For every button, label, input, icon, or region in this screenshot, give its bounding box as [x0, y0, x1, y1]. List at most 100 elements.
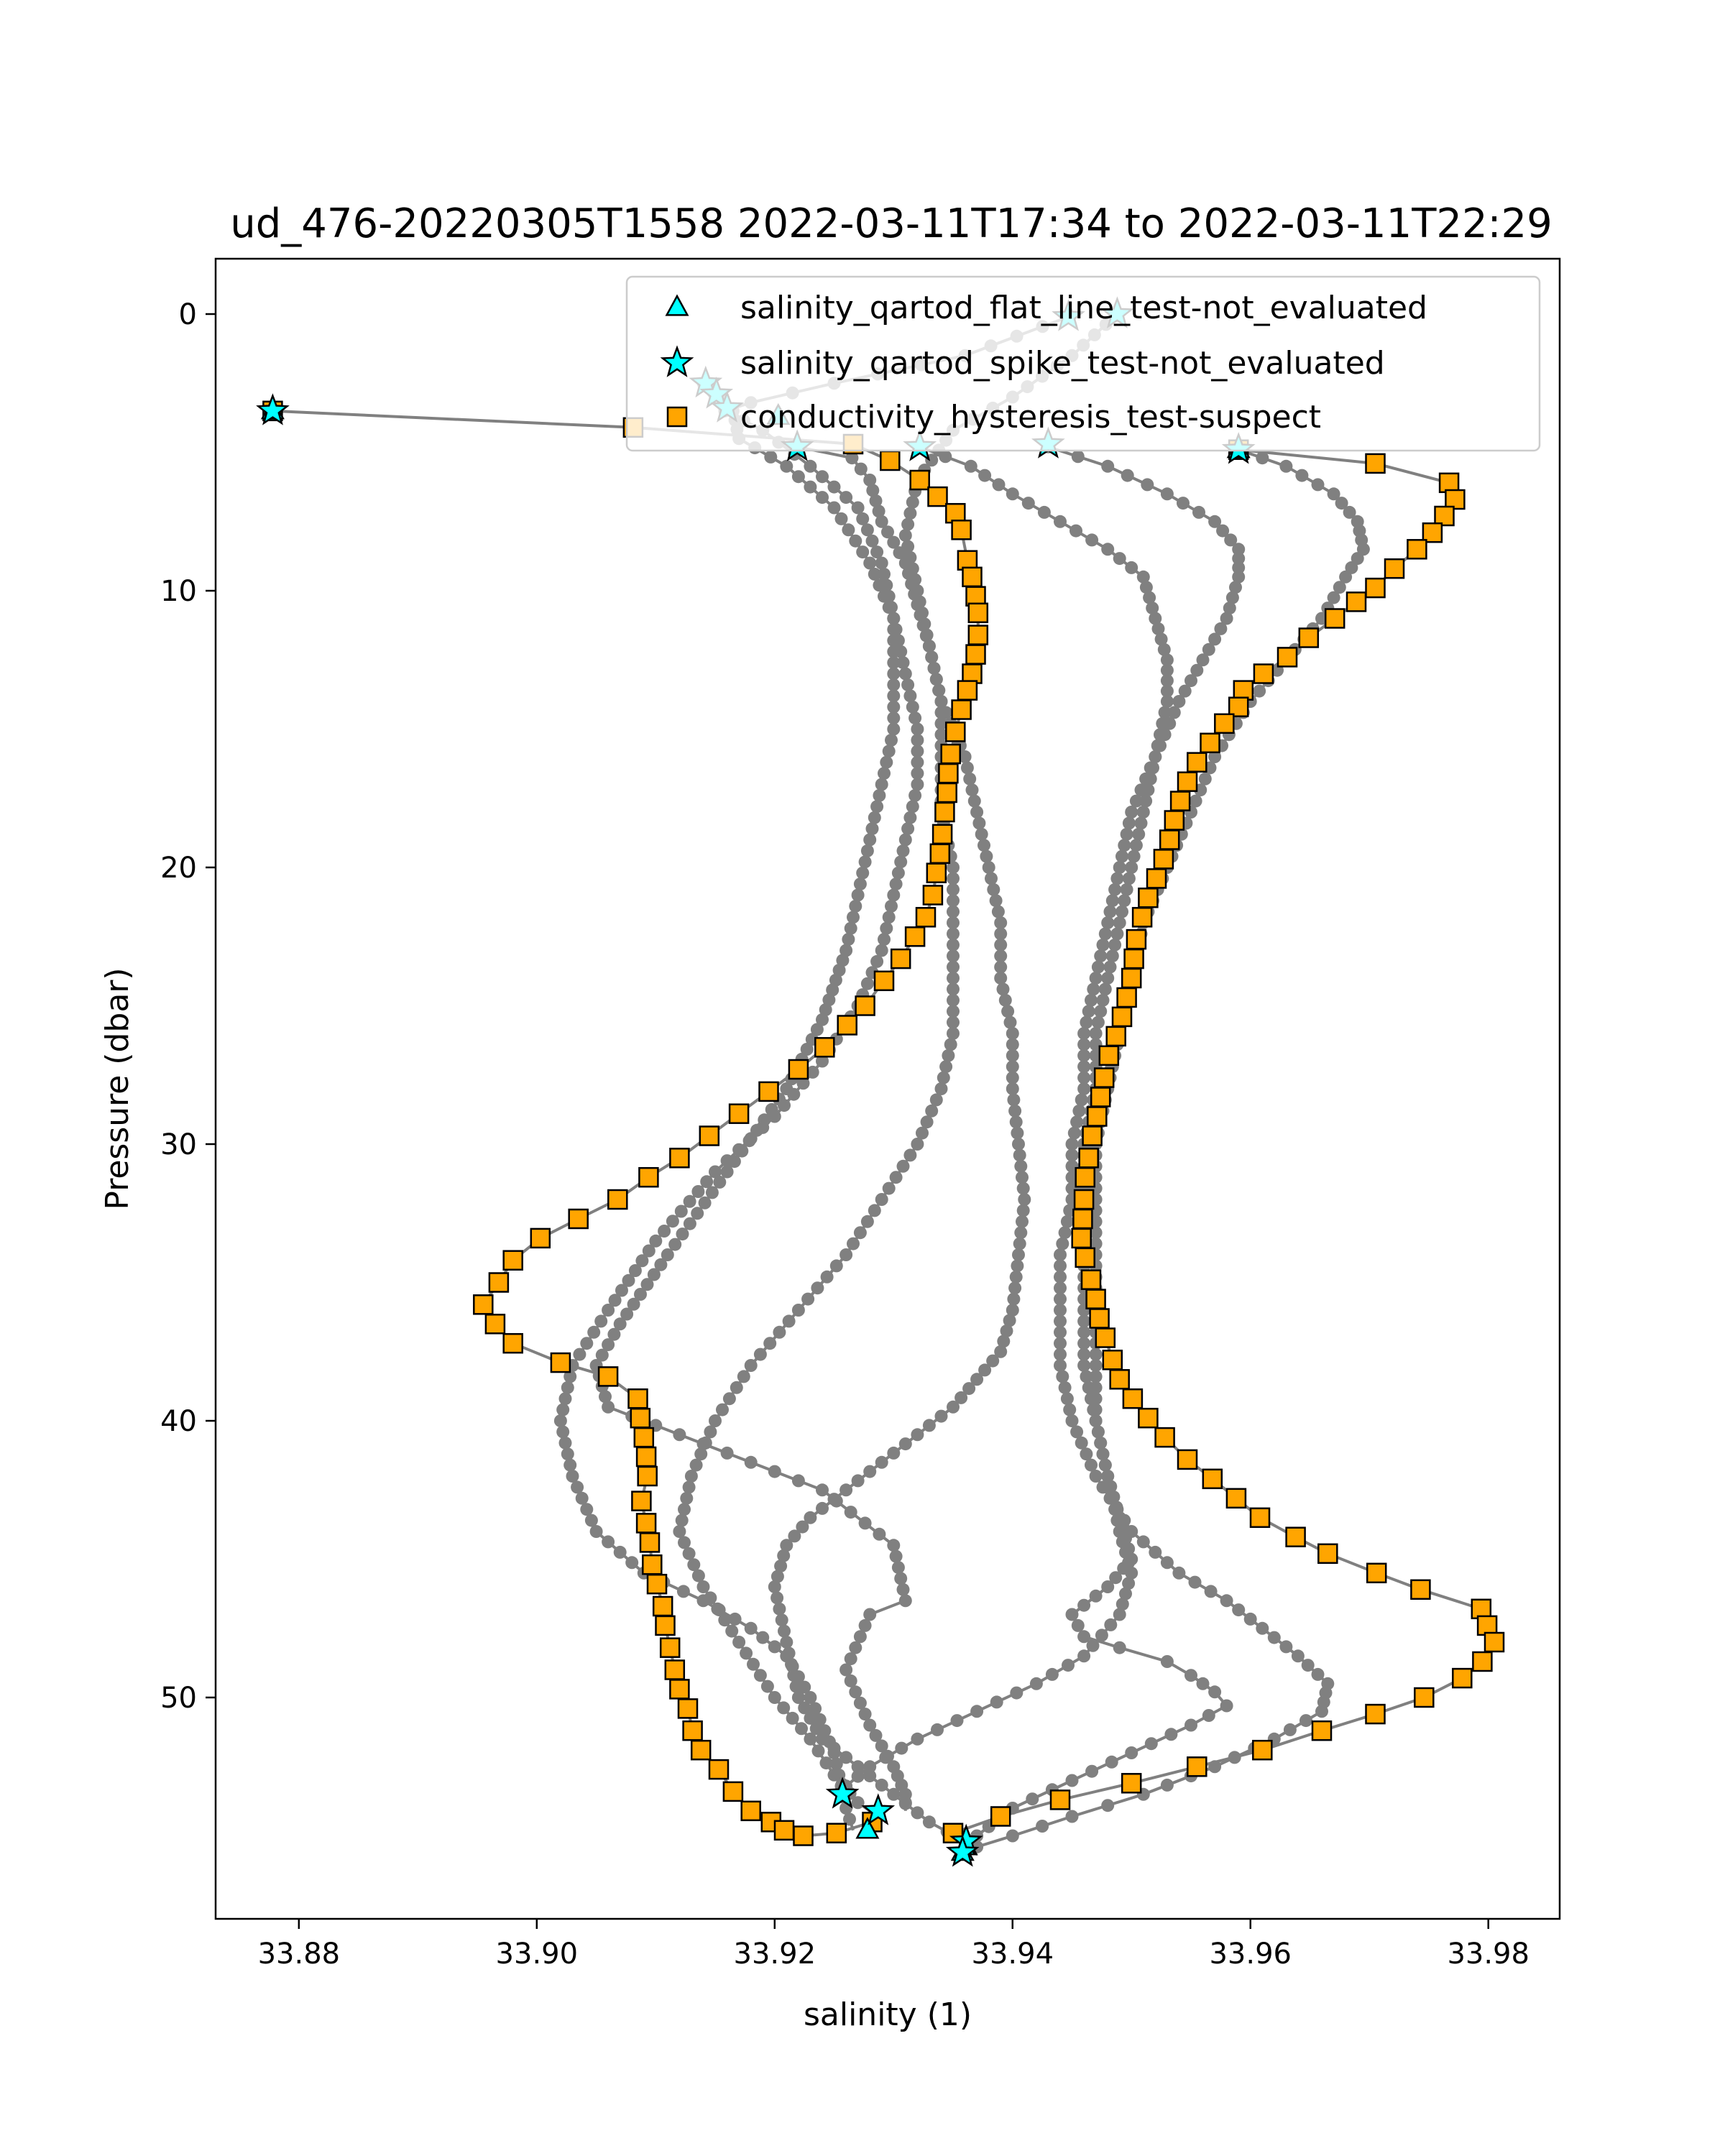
hysteresis-square-marker — [635, 1513, 657, 1534]
profile-point — [1279, 459, 1293, 473]
plot-frame — [214, 257, 1561, 1920]
profile-point — [834, 512, 848, 525]
profile-point — [863, 1760, 877, 1774]
profile-point — [965, 783, 979, 797]
profile-point — [947, 993, 960, 1007]
y-tick-label: 10 — [160, 575, 197, 608]
profile-point — [1006, 1071, 1019, 1084]
hysteresis-square-marker — [502, 1332, 523, 1354]
profile-point — [613, 1545, 627, 1559]
profile-point — [1117, 1562, 1131, 1575]
hysteresis-square-marker — [915, 907, 937, 928]
profile-point — [1107, 1490, 1121, 1503]
profile-point — [906, 700, 919, 714]
profile-point — [816, 470, 829, 484]
x-tick-label: 33.90 — [496, 1938, 579, 1971]
profile-point — [1232, 1603, 1246, 1617]
profile-point — [608, 1294, 622, 1307]
hysteresis-square-marker — [788, 1059, 809, 1080]
profile-point — [853, 877, 867, 891]
profile-point — [947, 1005, 960, 1018]
profile-point — [1101, 543, 1115, 556]
profile-point — [1089, 1589, 1103, 1603]
profile-point — [1077, 1630, 1091, 1644]
profile-point — [1067, 1126, 1081, 1140]
hysteresis-square-marker — [927, 486, 948, 507]
profile-point — [895, 1741, 908, 1755]
profile-point — [1196, 1677, 1210, 1690]
hysteresis-square-marker — [1072, 1208, 1093, 1230]
profile-point — [1160, 684, 1174, 698]
profile-point — [898, 833, 912, 847]
profile-point — [587, 1325, 601, 1339]
profile-point — [960, 761, 974, 775]
profile-point — [822, 1735, 836, 1749]
profile-point — [564, 1458, 577, 1472]
profile-point — [1089, 1392, 1103, 1406]
profile-point — [1091, 1015, 1105, 1029]
profile-point — [1208, 632, 1222, 646]
profile-point — [1198, 772, 1212, 786]
profile-point — [1065, 1810, 1079, 1823]
profile-point — [1080, 1447, 1093, 1461]
hysteresis-square-marker — [677, 1698, 699, 1719]
hysteresis-square-marker — [1105, 1026, 1126, 1047]
hysteresis-square-marker — [1131, 907, 1153, 928]
profile-point — [922, 1815, 936, 1829]
profile-point — [1070, 524, 1082, 538]
hysteresis-square-marker — [1085, 1289, 1106, 1309]
profile-point — [1177, 497, 1190, 510]
profile-point — [947, 861, 960, 874]
profile-point — [990, 1695, 1003, 1709]
profile-point — [1006, 1049, 1019, 1062]
profile-point — [1327, 591, 1340, 604]
profile-point — [795, 1722, 808, 1736]
profile-point — [962, 1382, 976, 1396]
profile-point — [780, 459, 794, 473]
profile-point — [1075, 1436, 1088, 1450]
profile-point — [1192, 505, 1205, 519]
profile-point — [844, 1506, 857, 1519]
profile-point — [1077, 1027, 1091, 1040]
profile-point — [1007, 1093, 1021, 1107]
profile-point — [889, 877, 903, 891]
hysteresis-square-marker — [1346, 591, 1367, 612]
hysteresis-square-marker — [1138, 1407, 1159, 1429]
profile-point — [911, 755, 924, 769]
profile-point — [889, 1549, 903, 1563]
profile-point — [858, 1618, 872, 1632]
profile-point — [1089, 1226, 1103, 1240]
profile-point — [903, 689, 917, 703]
profile-point — [942, 1049, 955, 1062]
profile-point — [1021, 497, 1035, 510]
profile-point — [1223, 602, 1236, 615]
profile-point — [1125, 1552, 1138, 1566]
profile-point — [887, 1539, 901, 1552]
profile-point — [1013, 1237, 1026, 1250]
hysteresis-square-marker — [1169, 791, 1191, 811]
profile-point — [858, 1516, 872, 1530]
profile-point — [819, 1756, 833, 1770]
chart-title: ud_476-20220305T1558 2022-03-11T17:34 to… — [230, 201, 1552, 247]
profile-point — [887, 667, 901, 681]
profile-point — [1054, 515, 1067, 528]
profile-point — [1315, 1705, 1328, 1718]
profile-point — [827, 1746, 841, 1759]
profile-point — [1132, 827, 1146, 841]
profile-point — [849, 1685, 862, 1699]
profile-point — [615, 1284, 628, 1297]
profile-point — [934, 728, 948, 742]
profile-point — [994, 972, 1008, 985]
profile-point — [1295, 469, 1309, 482]
y-tick-label: 20 — [160, 852, 197, 885]
profile-point — [1143, 591, 1156, 604]
profile-point — [842, 933, 855, 946]
hysteresis-square-marker — [597, 1366, 619, 1387]
profile-point — [853, 1696, 867, 1710]
profile-point — [1301, 1659, 1315, 1672]
profile-point — [1006, 1082, 1019, 1095]
profile-point — [1267, 1631, 1281, 1644]
profile-point — [635, 1254, 649, 1268]
profile-point — [658, 1225, 671, 1238]
profile-point — [1189, 794, 1202, 808]
